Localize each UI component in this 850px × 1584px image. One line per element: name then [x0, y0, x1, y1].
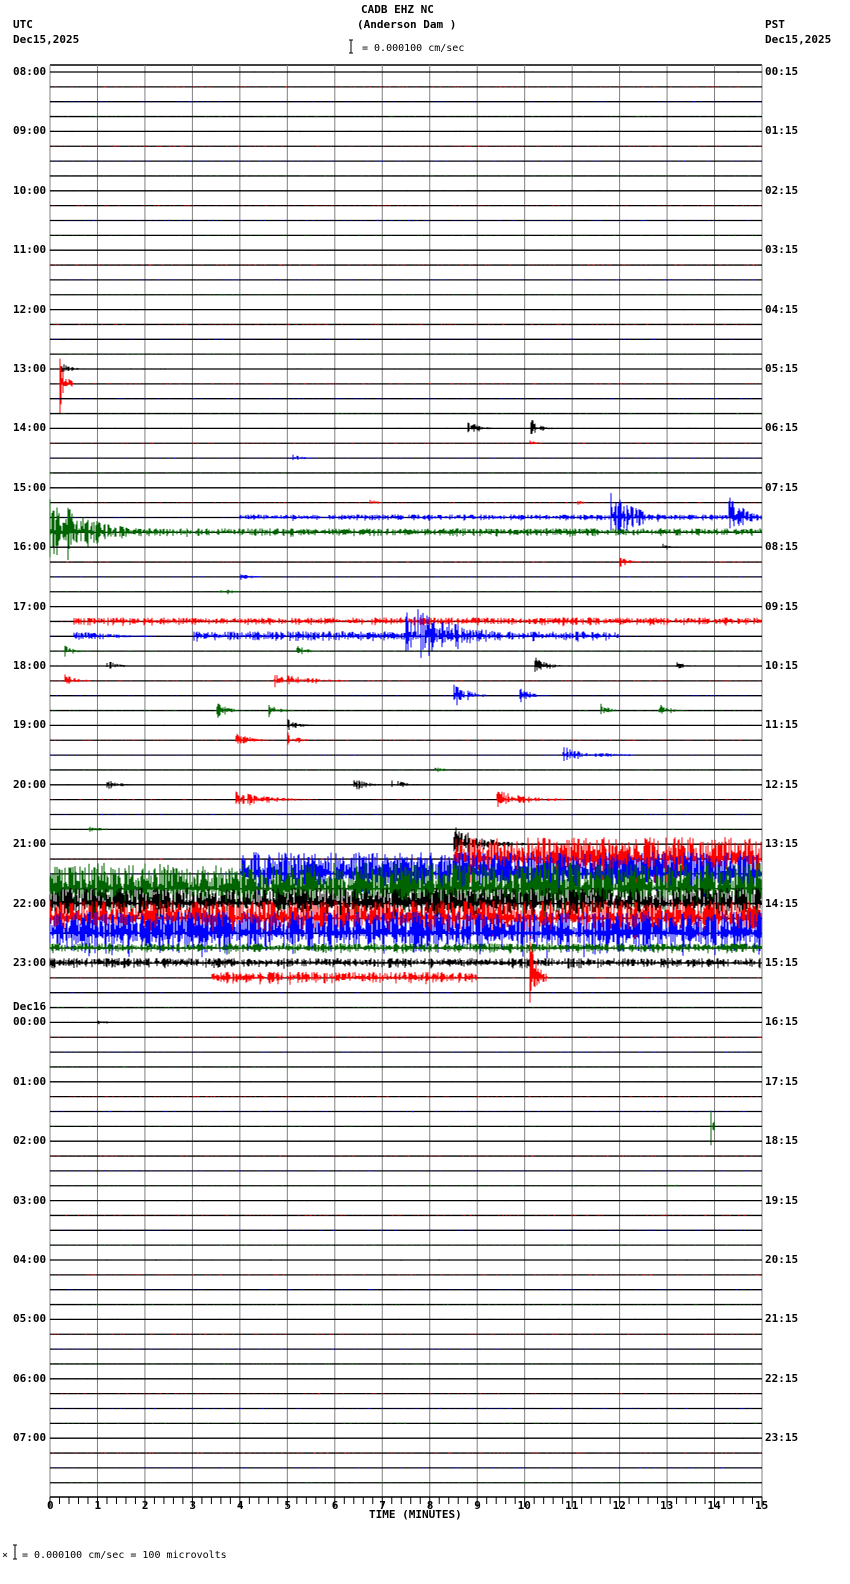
x-tick-label: 4	[236, 1499, 244, 1512]
utc-hour-label: 07:00	[13, 1431, 47, 1445]
pst-hour-label: 05:15	[765, 362, 799, 375]
x-tick-label: 5	[284, 1499, 291, 1512]
pst-hour-label: 10:15	[765, 659, 799, 672]
pst-hour-label: 07:15	[765, 480, 799, 494]
station-location: (Anderson Dam )	[357, 18, 457, 31]
utc-hour-label: 06:00	[13, 1371, 47, 1385]
pst-hour-label: 23:15	[765, 1431, 799, 1445]
x-tick-label: 9	[474, 1499, 481, 1512]
utc-hour-label: 05:00	[13, 1312, 47, 1326]
left-timezone: UTC	[13, 18, 33, 31]
pst-hour-label: 22:15	[765, 1371, 799, 1385]
x-axis-label: TIME (MINUTES)	[369, 1508, 462, 1521]
utc-hour-label: 03:00	[13, 1193, 47, 1207]
utc-hour-label: 00:00	[13, 1015, 47, 1029]
utc-hour-label: 20:00	[13, 777, 47, 791]
utc-hour-label: 04:00	[13, 1253, 47, 1266]
pst-hour-label: 14:15	[765, 896, 799, 910]
right-date: Dec15,2025	[765, 33, 832, 46]
x-tick-label: 6	[331, 1499, 339, 1512]
utc-hour-label: 19:00	[13, 718, 47, 732]
utc-hour-label: 16:00	[13, 540, 47, 554]
pst-hour-label: 19:15	[765, 1193, 799, 1207]
x-tick-label: 12	[612, 1499, 626, 1512]
utc-hour-label: 02:00	[13, 1134, 47, 1148]
x-tick-label: 3	[189, 1499, 197, 1512]
pst-hour-label: 00:15	[765, 65, 799, 78]
utc-hour-label: 21:00	[13, 837, 47, 851]
utc-hour-label: 11:00	[13, 243, 47, 257]
utc-hour-label: 22:00	[13, 896, 47, 910]
x-tick-label: 7	[379, 1499, 386, 1512]
x-tick-label: 1	[94, 1499, 102, 1512]
x-tick-label: 8	[426, 1499, 434, 1512]
x-tick-label: 11	[565, 1499, 579, 1512]
pst-hour-label: 15:15	[765, 956, 799, 969]
pst-hour-label: 11:15	[765, 718, 799, 732]
utc-hour-label: 23:00	[13, 956, 47, 969]
pst-hour-label: 01:15	[765, 124, 799, 138]
right-timezone: PST	[765, 18, 785, 31]
x-tick-label: 0	[47, 1499, 54, 1512]
scale-text: = 0.000100 cm/sec	[362, 43, 465, 54]
footer-scale-note: = 0.000100 cm/sec = 100 microvolts	[22, 1550, 227, 1561]
x-tick-label: 2	[141, 1499, 149, 1512]
pst-hour-label: 04:15	[765, 302, 799, 316]
day-change-label: Dec16	[13, 1000, 47, 1014]
pst-hour-label: 06:15	[765, 421, 799, 435]
utc-hour-label: 08:00	[13, 65, 47, 78]
pst-hour-label: 09:15	[765, 599, 799, 613]
station-title: CADB EHZ NC	[361, 3, 434, 16]
x-tick-label: 13	[660, 1499, 674, 1512]
pst-hour-label: 18:15	[765, 1134, 799, 1148]
utc-hour-label: 17:00	[13, 599, 47, 613]
pst-hour-label: 16:15	[765, 1015, 799, 1029]
pst-hour-label: 02:15	[765, 183, 799, 197]
pst-hour-label: 17:15	[765, 1074, 799, 1088]
utc-hour-label: 01:00	[13, 1074, 47, 1088]
x-tick-label: 10	[517, 1499, 531, 1512]
utc-hour-label: 15:00	[13, 480, 47, 494]
pst-hour-label: 08:15	[765, 540, 799, 554]
pst-hour-label: 21:15	[765, 1312, 799, 1326]
pst-hour-label: 20:15	[765, 1253, 799, 1266]
utc-hour-label: 18:00	[13, 659, 47, 672]
utc-hour-label: 14:00	[13, 421, 47, 435]
footer-scale-prefix: ×	[2, 1550, 9, 1561]
utc-hour-label: 10:00	[13, 183, 47, 197]
x-tick-label: 14	[707, 1499, 721, 1512]
pst-hour-label: 12:15	[765, 777, 799, 791]
x-tick-label: 15	[755, 1499, 769, 1512]
pst-hour-label: 03:15	[765, 243, 799, 257]
pst-hour-label: 13:15	[765, 837, 799, 851]
utc-hour-label: 12:00	[13, 302, 47, 316]
left-date: Dec15,2025	[13, 33, 80, 46]
utc-hour-label: 13:00	[13, 362, 47, 375]
utc-hour-label: 09:00	[13, 124, 47, 138]
